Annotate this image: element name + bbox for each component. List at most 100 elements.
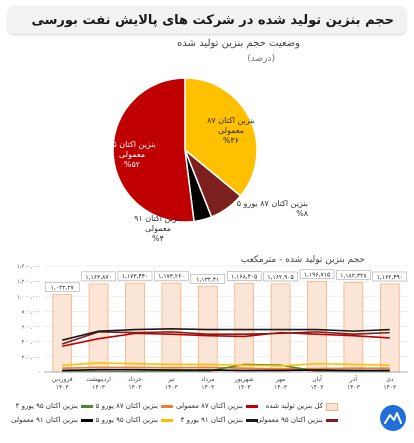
logo-mark-icon — [384, 412, 402, 424]
legend-label: کل بنزین تولید شده — [265, 402, 323, 410]
total-label-box — [372, 271, 408, 282]
total-bar — [270, 283, 291, 373]
total-value-label: ۱,۱۶۸,۴۰۵ — [231, 274, 257, 281]
slice-label-87-regular-value: %۳۶ — [222, 136, 240, 145]
total-bar — [52, 294, 73, 373]
legend-swatch — [326, 402, 338, 411]
total-label-box — [44, 282, 80, 292]
legend-swatch — [161, 419, 173, 422]
total-bar — [161, 282, 182, 373]
y-tick-label: ۴۰۰,۰۰۰ — [22, 340, 41, 346]
slice-label-95-regular-name: بنزین اکتان ۹۵ معمولی — [108, 140, 156, 159]
total-value-label: ۱,۰۲۲,۲۷ — [51, 285, 75, 292]
brand-logo — [380, 405, 406, 431]
slice-label-87-euro5-value: %۸ — [296, 209, 308, 218]
pie-slice-95-regular — [112, 77, 195, 223]
series-line-5 — [62, 328, 390, 341]
total-label-box — [336, 270, 371, 280]
total-bar — [343, 282, 364, 373]
slice-label-87-regular-name: بنزین اکتان ۸۷ معمولی — [207, 116, 255, 135]
total-value-label: ۱,۱۹۶,۷۱۵ — [304, 271, 330, 278]
total-value-label: ۱,۱۶۳,۸۷۰ — [85, 274, 111, 281]
x-tick-label: دی ۱۴۰۳ — [383, 376, 397, 391]
slice-label-95-regular: بنزین اکتان ۹۵ معمولی %۵۲ — [107, 140, 157, 170]
total-bar — [379, 283, 400, 373]
total-label-box — [117, 270, 153, 281]
slice-label-87-euro5: بنزین اکتان ۸۷ یورو ۵ %۸ — [228, 199, 308, 219]
total-label-box — [154, 270, 189, 281]
x-tick-label: مهر ۱۴۰۳ — [274, 376, 288, 391]
x-tick-label: خرداد ۱۴۰۳ — [128, 376, 142, 391]
total-value-label: ۱,۱۶۲,۴۹۰ — [377, 274, 403, 281]
x-tick-label: شهریور ۱۴۰۳ — [234, 376, 254, 391]
total-value-label: ۱,۱۷۳,۲۶۰ — [158, 273, 184, 280]
x-tick-label: آذر ۱۴۰۳ — [347, 374, 361, 391]
total-bar — [125, 282, 145, 373]
total-label-box — [263, 271, 298, 282]
legend-label: بنزین اکتان ۹۵ یورو ۵ — [95, 416, 158, 424]
pie-title: وضعیت حجم بنزین تولید شده — [177, 38, 300, 49]
total-bar — [307, 280, 327, 373]
x-tick-label: اردیبهشت ۱۴۰۳ — [86, 376, 111, 391]
total-label-box — [226, 271, 262, 281]
slice-label-87-regular: بنزین اکتان ۸۷ معمولی %۳۶ — [196, 116, 266, 146]
y-tick-label: ۱,۴۰۰,۰۰۰ — [17, 264, 41, 270]
y-tick-label: ۶۰۰,۰۰۰ — [22, 325, 41, 331]
title-banner: حجم بنزین تولید شده در شرکت های پالایش ن… — [8, 6, 406, 34]
legend-item: بنزین اکتان ۸۷ معمولی — [176, 402, 258, 411]
chart-legend: کل بنزین تولید شده بنزین اکتان ۸۷ معمولی ب… — [11, 402, 338, 432]
y-tick-label: ۱,۰۰۰,۰۰۰ — [17, 294, 41, 300]
legend-label: بنزین اکتان ۹۵ یورو ۴ — [15, 402, 78, 410]
legend-item: بنزین اکتان ۹۵ یورو ۴ — [16, 402, 93, 411]
page-title: حجم بنزین تولید شده در شرکت های پالایش ن… — [31, 12, 394, 28]
legend-item: بنزین اکتان ۹۵ معمولی — [256, 416, 338, 425]
y-tick-label: ۸۰۰,۰۰۰ — [22, 309, 41, 315]
total-value-label: ۱,۱۷۳,۴۴۰ — [122, 273, 148, 280]
legend-item: کل بنزین تولید شده — [266, 402, 338, 411]
y-tick-label: ۱,۲۰۰,۰۰۰ — [17, 279, 41, 285]
legend-item: بنزین اکتان ۹۱ یورو ۴ — [181, 416, 258, 425]
total-value-label: ۱,۱۸۲,۳۲۸ — [340, 272, 367, 279]
slice-label-95-regular-value: %۵۲ — [123, 160, 141, 169]
slice-label-91-regular: بنزین اکتان ۹۱ معمولی %۴ — [130, 214, 186, 244]
slice-label-91-regular-name: بنزین اکتان ۹۱ معمولی — [134, 214, 182, 233]
y-tick-label: ۰ — [38, 370, 41, 376]
total-label-box — [81, 271, 116, 282]
legend-swatch — [81, 419, 93, 422]
pie-subtitle: (درصد) — [247, 54, 275, 64]
slice-label-87-euro5-name: بنزین اکتان ۸۷ یورو ۵ — [236, 199, 308, 208]
slice-label-91-regular-value: %۴ — [152, 234, 164, 243]
x-tick-label: مرداد ۱۴۰۳ — [201, 376, 215, 391]
x-tick-label: فروردین ۱۴۰۳ — [52, 376, 73, 391]
legend-label: بنزین اکتان ۸۷ معمولی — [176, 402, 243, 410]
legend-swatch — [246, 405, 258, 408]
total-value-label: ۱,۱۳۲,۴۱ — [196, 276, 219, 283]
legend-label: بنزین اکتان ۸۷ یورو ۵ — [95, 402, 158, 410]
total-bar — [234, 283, 255, 373]
legend-item: بنزین اکتان ۸۷ یورو ۵ — [96, 402, 173, 411]
total-value-label: ۱,۱۶۲,۹۰۵ — [267, 274, 293, 281]
legend-swatch — [326, 419, 338, 422]
line-chart-title: حجم بنزین تولید شده - مترمکعب — [240, 255, 365, 265]
legend-item: بنزین اکتان ۹۵ یورو ۵ — [96, 416, 173, 425]
x-tick-label: تیر ۱۴۰۳ — [165, 376, 179, 391]
legend-swatch — [81, 405, 93, 408]
series-line-4 — [61, 331, 390, 345]
legend-label: بنزین اکتان ۹۱ یورو ۴ — [180, 416, 243, 424]
pie-slice-87-regular — [184, 77, 258, 197]
total-bar — [88, 283, 109, 373]
legend-swatch — [161, 405, 173, 408]
legend-label: بنزین اکتان ۹۵ معمولی — [256, 416, 323, 424]
series-line-6 — [62, 362, 390, 367]
total-label-box — [299, 269, 335, 279]
legend-item: بنزین اکتان ۹۱ معمولی — [11, 416, 93, 425]
series-line-1 — [62, 331, 390, 348]
legend-label: بنزین اکتان ۹۱ معمولی — [11, 416, 78, 424]
x-tick-label: آبان ۱۴۰۳ — [311, 374, 325, 391]
series-line-7 — [62, 368, 390, 372]
y-tick-label: ۲۰۰,۰۰۰ — [22, 355, 41, 361]
total-label-box — [190, 274, 226, 284]
legend-swatch — [246, 419, 258, 422]
